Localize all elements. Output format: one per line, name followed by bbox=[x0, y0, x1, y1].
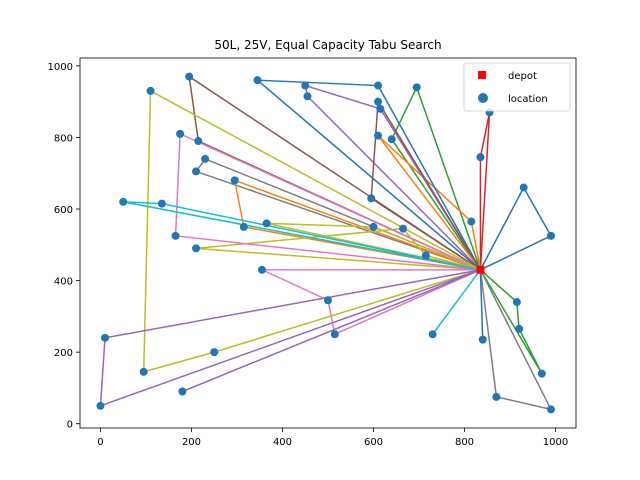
location-point-40 bbox=[139, 367, 148, 376]
location-point-37 bbox=[330, 330, 339, 339]
location-point-45 bbox=[96, 401, 105, 410]
x-tick-label-0: 0 bbox=[97, 437, 103, 448]
location-point-34 bbox=[171, 231, 180, 240]
route-line-1 bbox=[479, 185, 553, 271]
location-point-27 bbox=[201, 154, 210, 163]
location-point-2 bbox=[467, 217, 476, 226]
location-point-35 bbox=[258, 265, 267, 274]
y-tick-label-3: 600 bbox=[54, 205, 73, 216]
location-point-14 bbox=[387, 135, 396, 144]
location-point-3 bbox=[519, 183, 528, 192]
y-tick-label-0: 0 bbox=[67, 420, 73, 431]
legend-box bbox=[463, 62, 571, 112]
legend-location-marker bbox=[478, 93, 488, 103]
route-line-21 bbox=[99, 269, 481, 407]
location-point-42 bbox=[157, 199, 166, 208]
location-point-30 bbox=[239, 222, 248, 231]
location-point-39 bbox=[178, 387, 187, 396]
location-point-5 bbox=[512, 298, 521, 307]
location-point-28 bbox=[192, 167, 201, 176]
x-tick-label-1: 200 bbox=[182, 437, 201, 448]
location-point-7 bbox=[537, 369, 546, 378]
route-line-0 bbox=[479, 112, 491, 270]
x-tick-label-5: 1000 bbox=[543, 437, 568, 448]
location-point-9 bbox=[492, 392, 501, 401]
depot-point bbox=[476, 265, 485, 274]
location-point-36 bbox=[324, 296, 332, 305]
location-point-44 bbox=[101, 333, 110, 342]
location-point-19 bbox=[374, 97, 383, 106]
route-line-2 bbox=[479, 269, 543, 374]
x-tick-label-4: 800 bbox=[455, 437, 474, 448]
legend: depot location bbox=[463, 62, 571, 112]
location-point-10 bbox=[478, 335, 487, 344]
location-point-24 bbox=[253, 76, 262, 85]
location-point-4 bbox=[546, 231, 555, 240]
location-point-23 bbox=[303, 92, 312, 101]
y-tick-label-4: 800 bbox=[54, 133, 73, 144]
location-point-38 bbox=[210, 348, 219, 357]
points-layer bbox=[96, 72, 555, 414]
location-point-11 bbox=[428, 330, 437, 339]
location-point-33 bbox=[176, 129, 185, 138]
y-axis: 0 200 400 600 800 1000 bbox=[48, 62, 80, 431]
location-point-26 bbox=[194, 137, 203, 146]
location-point-32 bbox=[192, 244, 201, 253]
location-point-8 bbox=[546, 405, 555, 414]
route-line-13 bbox=[233, 179, 481, 271]
y-tick-label-2: 400 bbox=[54, 277, 73, 288]
location-point-29 bbox=[230, 176, 239, 185]
location-point-31 bbox=[262, 219, 271, 228]
plot-frame bbox=[79, 57, 577, 429]
location-point-13 bbox=[412, 83, 421, 92]
x-tick-label-2: 400 bbox=[273, 437, 292, 448]
location-point-1 bbox=[476, 153, 485, 162]
chart-title: 50L, 25V, Equal Capacity Tabu Search bbox=[214, 38, 441, 52]
location-point-22 bbox=[301, 81, 310, 90]
route-line-3 bbox=[479, 269, 553, 411]
route-line-6 bbox=[390, 85, 482, 271]
location-point-12 bbox=[421, 251, 430, 260]
location-point-21 bbox=[369, 222, 378, 231]
location-point-15 bbox=[399, 224, 408, 233]
route-line-14 bbox=[266, 222, 481, 271]
route-line-11 bbox=[188, 75, 481, 271]
route-line-12 bbox=[194, 157, 481, 271]
legend-depot-label: depot bbox=[508, 71, 537, 82]
location-point-18 bbox=[374, 81, 383, 90]
x-tick-label-3: 600 bbox=[364, 437, 383, 448]
location-point-43 bbox=[119, 197, 128, 206]
x-axis: 0 200 400 600 800 1000 bbox=[97, 428, 568, 448]
location-point-25 bbox=[185, 72, 194, 81]
location-point-41 bbox=[146, 86, 155, 95]
route-line-9 bbox=[255, 79, 482, 271]
legend-depot-marker bbox=[478, 71, 486, 79]
location-point-6 bbox=[515, 324, 524, 333]
route-line-20 bbox=[123, 201, 481, 271]
route-line-15 bbox=[195, 227, 481, 271]
routes-layer bbox=[99, 75, 553, 411]
location-point-16 bbox=[374, 131, 383, 140]
location-point-17 bbox=[376, 104, 385, 113]
route-line-16 bbox=[174, 132, 481, 271]
location-point-20 bbox=[367, 194, 376, 203]
y-tick-label-1: 200 bbox=[54, 348, 73, 359]
legend-location-label: location bbox=[508, 94, 548, 105]
y-tick-label-5: 1000 bbox=[48, 62, 73, 73]
